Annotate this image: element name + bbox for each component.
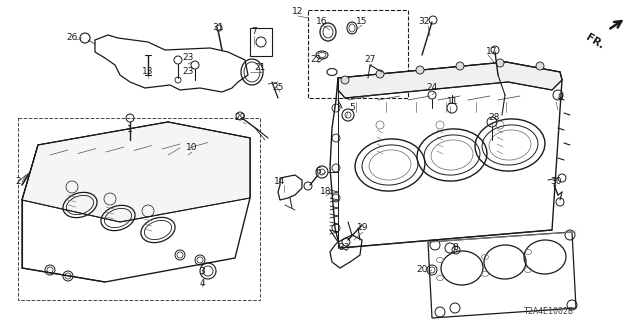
Text: 20: 20 bbox=[416, 266, 428, 275]
Text: 28: 28 bbox=[488, 114, 500, 123]
Text: 21: 21 bbox=[254, 63, 266, 73]
Bar bbox=[308, 10, 408, 98]
Text: 24: 24 bbox=[426, 84, 438, 92]
Text: 30: 30 bbox=[550, 178, 562, 187]
Bar bbox=[18, 118, 260, 300]
Text: 31: 31 bbox=[212, 23, 224, 33]
Text: 2: 2 bbox=[15, 178, 21, 187]
Text: FR.: FR. bbox=[584, 32, 606, 51]
Polygon shape bbox=[338, 62, 562, 98]
Text: 14: 14 bbox=[275, 178, 285, 187]
Text: 33: 33 bbox=[339, 244, 349, 252]
Text: 26: 26 bbox=[67, 34, 77, 43]
Text: T2A4E1002B: T2A4E1002B bbox=[524, 308, 574, 316]
Text: 19: 19 bbox=[357, 223, 369, 233]
Text: 23: 23 bbox=[182, 53, 194, 62]
Text: 5: 5 bbox=[349, 103, 355, 113]
Polygon shape bbox=[22, 122, 250, 222]
Text: 23: 23 bbox=[182, 68, 194, 76]
Text: 29: 29 bbox=[234, 114, 246, 123]
Circle shape bbox=[341, 76, 349, 84]
Text: 18: 18 bbox=[320, 188, 332, 196]
Text: 12: 12 bbox=[292, 7, 304, 17]
Circle shape bbox=[456, 62, 464, 70]
Text: 1: 1 bbox=[127, 125, 133, 134]
Text: 25: 25 bbox=[272, 84, 284, 92]
Text: 7: 7 bbox=[251, 28, 257, 36]
Text: 10: 10 bbox=[186, 143, 198, 153]
Circle shape bbox=[416, 66, 424, 74]
Text: 17: 17 bbox=[486, 47, 498, 57]
Text: 6: 6 bbox=[315, 167, 321, 177]
Text: 8: 8 bbox=[452, 244, 458, 252]
Text: 15: 15 bbox=[356, 18, 368, 27]
Text: 11: 11 bbox=[447, 98, 459, 107]
Text: 27: 27 bbox=[364, 55, 376, 65]
Text: 22: 22 bbox=[310, 55, 322, 65]
Text: 3: 3 bbox=[199, 268, 205, 276]
Text: 13: 13 bbox=[142, 68, 154, 76]
Text: 4: 4 bbox=[199, 279, 205, 289]
Text: 16: 16 bbox=[316, 18, 328, 27]
Text: 9: 9 bbox=[557, 93, 563, 102]
Bar bbox=[250, 28, 272, 56]
Circle shape bbox=[496, 59, 504, 67]
Circle shape bbox=[536, 62, 544, 70]
Text: 32: 32 bbox=[419, 18, 429, 27]
Circle shape bbox=[376, 70, 384, 78]
